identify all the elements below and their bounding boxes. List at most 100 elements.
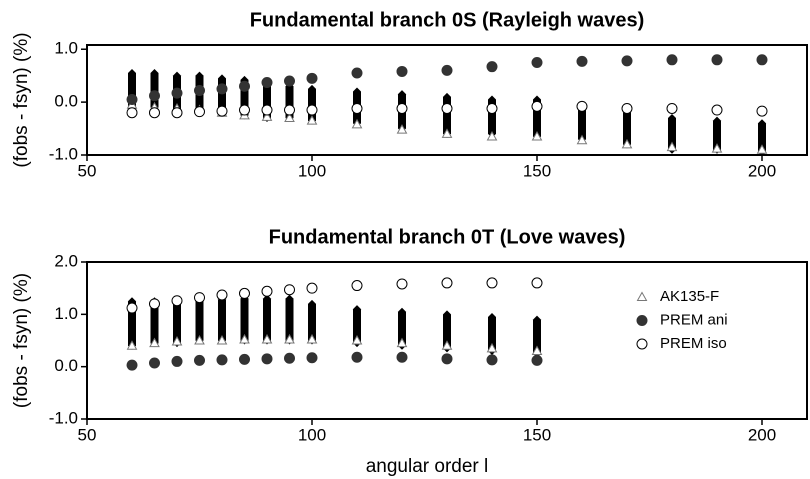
observation-range bbox=[308, 299, 316, 345]
observation-range bbox=[398, 307, 406, 350]
circle-point bbox=[396, 351, 408, 363]
y-tick-label: 1.0 bbox=[54, 39, 78, 58]
circle-point bbox=[261, 285, 273, 297]
circle-point bbox=[711, 54, 723, 66]
y-tick-label: 1.0 bbox=[54, 304, 78, 323]
triangle-point bbox=[531, 345, 543, 355]
triangle-point bbox=[261, 333, 273, 344]
circle-point bbox=[216, 105, 228, 117]
circle-point bbox=[486, 277, 498, 289]
triangle-point bbox=[261, 111, 273, 121]
circle-point bbox=[261, 77, 273, 89]
circle-point bbox=[261, 353, 273, 365]
circle-point bbox=[284, 75, 295, 87]
observation-range bbox=[353, 305, 361, 348]
circle-point bbox=[621, 102, 633, 114]
circle-point bbox=[216, 289, 228, 301]
circle-point bbox=[531, 277, 543, 289]
legend-marker bbox=[636, 338, 648, 350]
circle-point bbox=[486, 102, 498, 114]
triangle-point bbox=[396, 124, 408, 134]
circle-point bbox=[149, 357, 160, 369]
circle-point bbox=[666, 102, 678, 114]
legend-marker bbox=[636, 315, 648, 326]
triangle-point bbox=[486, 342, 498, 353]
x-axis-label: angular order l bbox=[366, 456, 489, 477]
observation-range bbox=[195, 297, 204, 345]
circle-point bbox=[396, 102, 408, 114]
circle-point bbox=[441, 353, 453, 365]
legend-label: PREM iso bbox=[660, 335, 727, 352]
observation-range bbox=[263, 294, 271, 345]
circle-point bbox=[284, 352, 295, 364]
circle-point bbox=[171, 355, 183, 367]
circle-point bbox=[351, 67, 363, 79]
y-tick-label: 2.0 bbox=[54, 251, 78, 270]
y-tick-label: 0.0 bbox=[54, 92, 78, 111]
circle-point bbox=[396, 65, 408, 77]
triangle-point bbox=[171, 336, 183, 346]
x-tick-label: 100 bbox=[298, 425, 326, 444]
observation-range bbox=[668, 113, 676, 154]
circle-point bbox=[531, 354, 543, 366]
circle-point bbox=[171, 87, 183, 99]
triangle-point bbox=[351, 118, 363, 129]
legend-marker bbox=[636, 291, 648, 301]
observation-range bbox=[218, 295, 226, 345]
circle-point bbox=[441, 277, 453, 289]
triangle-point bbox=[666, 141, 678, 152]
circle-point bbox=[239, 287, 250, 299]
chart-title: Fundamental branch 0T (Love waves) bbox=[269, 226, 626, 248]
triangle-point bbox=[194, 334, 205, 345]
circle-point bbox=[149, 107, 160, 119]
legend-label: AK135-F bbox=[660, 288, 719, 305]
circle-point bbox=[531, 100, 543, 112]
triangle-point bbox=[486, 130, 498, 141]
triangle-point bbox=[126, 340, 138, 350]
triangle-point bbox=[756, 144, 768, 154]
circle-point bbox=[239, 80, 250, 92]
circle-point bbox=[194, 106, 205, 118]
legend-label: PREM ani bbox=[660, 311, 728, 328]
observation-range bbox=[173, 298, 181, 348]
observation-range bbox=[488, 312, 496, 355]
circle-point bbox=[149, 90, 160, 102]
plot-frame bbox=[86, 44, 808, 156]
circle-point bbox=[126, 359, 138, 371]
x-tick-label: 100 bbox=[298, 161, 326, 180]
circle-point bbox=[306, 104, 318, 116]
observation-range bbox=[240, 294, 249, 345]
circle-point bbox=[576, 55, 588, 67]
observation-range bbox=[623, 108, 631, 149]
observation-range bbox=[443, 310, 451, 353]
observation-range bbox=[713, 116, 721, 154]
circle-point bbox=[216, 354, 228, 366]
circle-point bbox=[306, 352, 318, 364]
triangle-point bbox=[284, 112, 295, 122]
circle-point bbox=[486, 354, 498, 366]
circle-point bbox=[756, 105, 768, 117]
circle-point bbox=[171, 295, 183, 307]
y-tick-label: 0.0 bbox=[54, 356, 78, 375]
triangle-point bbox=[396, 337, 408, 348]
circle-point bbox=[531, 56, 543, 68]
circle-point bbox=[486, 61, 498, 73]
plot-frame bbox=[86, 261, 808, 420]
circle-point bbox=[441, 64, 453, 76]
x-tick-label: 150 bbox=[523, 425, 551, 444]
circle-point bbox=[284, 284, 295, 296]
triangle-point bbox=[306, 333, 318, 344]
observation-range bbox=[150, 297, 159, 348]
circle-point bbox=[441, 102, 453, 114]
x-tick-label: 50 bbox=[78, 425, 97, 444]
circle-point bbox=[306, 282, 318, 294]
x-tick-label: 200 bbox=[748, 161, 776, 180]
circle-point bbox=[576, 100, 588, 112]
circle-point bbox=[239, 353, 250, 365]
circle-point bbox=[351, 102, 363, 114]
triangle-point bbox=[711, 143, 723, 153]
circle-point bbox=[621, 55, 633, 67]
x-tick-label: 200 bbox=[748, 425, 776, 444]
y-tick-label: -1.0 bbox=[49, 408, 78, 427]
